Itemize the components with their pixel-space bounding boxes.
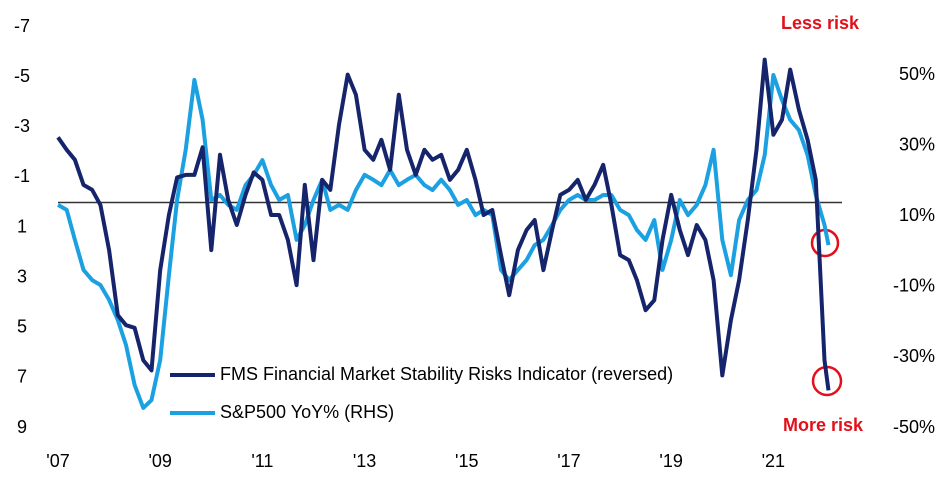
y-tick-label: -3 (14, 116, 30, 136)
x-tick-label: '13 (353, 451, 376, 471)
annotation: Less risk (781, 13, 860, 33)
x-tick-label: '21 (762, 451, 785, 471)
y-tick-label: 1 (17, 216, 27, 236)
series-line (56, 57, 831, 391)
y-tick-label: 9 (17, 417, 27, 437)
y2-tick-label: -50% (893, 417, 935, 437)
x-tick-label: '17 (557, 451, 580, 471)
series-line (57, 73, 831, 410)
y2-tick-label: 30% (899, 134, 935, 154)
annotation: More risk (783, 415, 864, 435)
y-tick-label: -5 (14, 66, 30, 86)
y2-tick-label: 50% (899, 64, 935, 84)
x-tick-label: '11 (251, 451, 273, 471)
y2-tick-label: -10% (893, 276, 935, 296)
x-tick-label: '15 (455, 451, 478, 471)
x-tick-label: '07 (46, 451, 69, 471)
y2-tick-label: -30% (893, 346, 935, 366)
y2-tick-label: 10% (899, 205, 935, 225)
y-tick-label: -1 (14, 166, 30, 186)
legend-label: S&P500 YoY% (RHS) (220, 402, 394, 422)
legend-label: FMS Financial Market Stability Risks Ind… (220, 364, 673, 384)
x-tick-label: '09 (148, 451, 171, 471)
y-tick-label: 3 (17, 266, 27, 286)
legend: FMS Financial Market Stability Risks Ind… (170, 364, 673, 422)
x-tick-label: '19 (659, 451, 682, 471)
y-tick-label: 5 (17, 317, 27, 337)
y-tick-label: 7 (17, 367, 27, 387)
y-tick-label: -7 (14, 16, 30, 36)
